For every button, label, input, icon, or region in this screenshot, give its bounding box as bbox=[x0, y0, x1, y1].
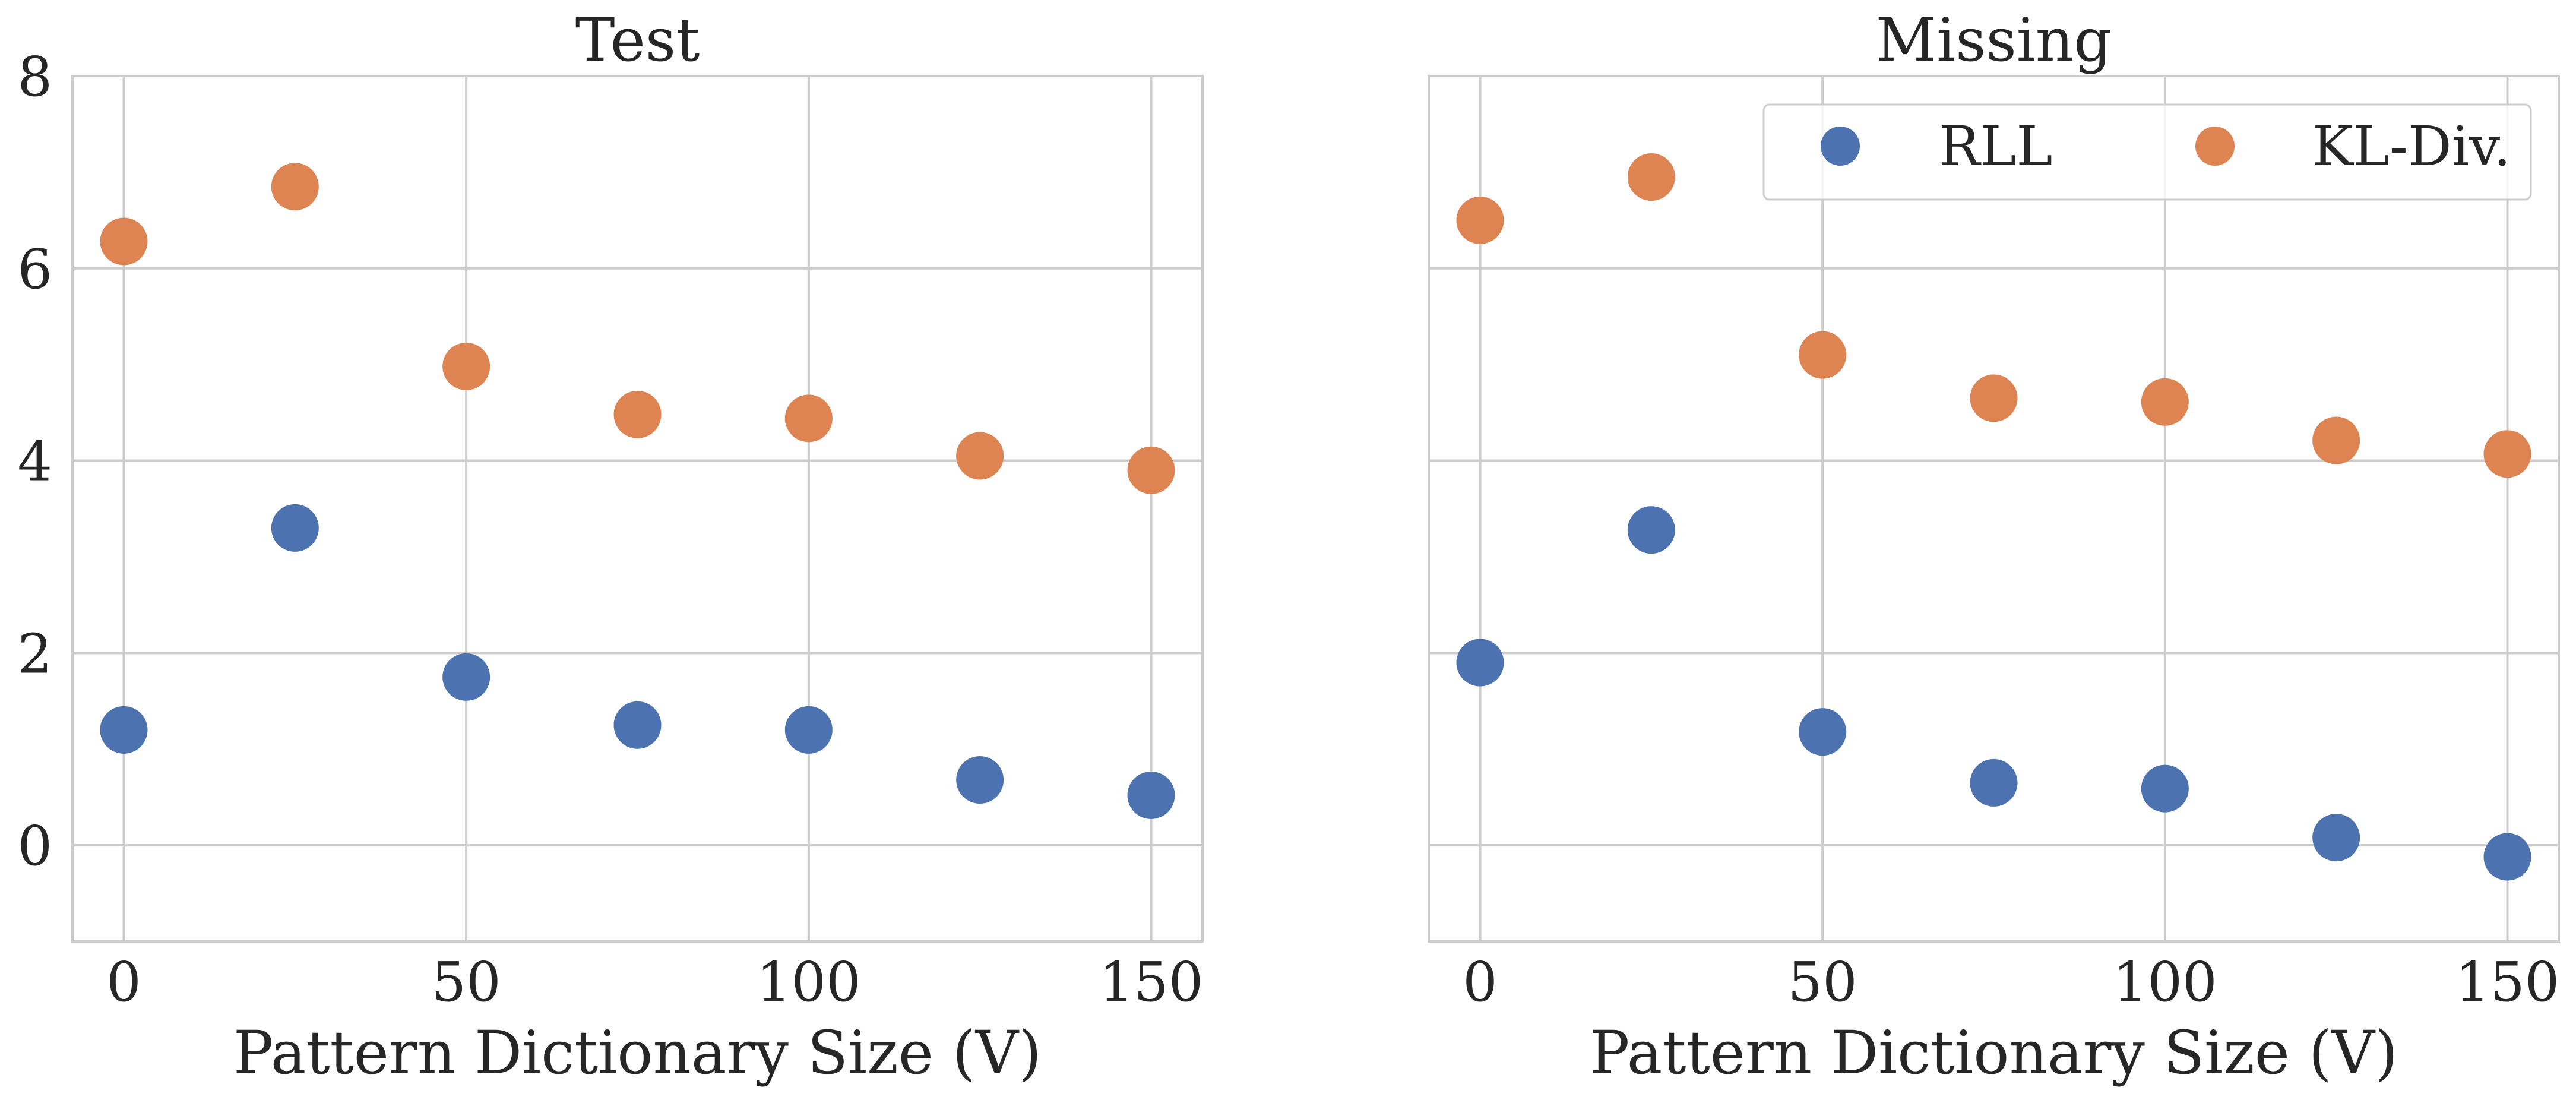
data-points bbox=[100, 163, 1175, 819]
point-kl-div-50 bbox=[1799, 331, 1847, 379]
x-tick-label: 50 bbox=[432, 950, 501, 1014]
x-tick-label: 0 bbox=[1463, 950, 1498, 1014]
data-points bbox=[1456, 153, 2531, 881]
x-axis-label: Pattern Dictionary Size (V) bbox=[1590, 1018, 2398, 1088]
point-rll-50 bbox=[1799, 708, 1847, 756]
point-kl-div-125 bbox=[2312, 416, 2360, 464]
point-rll-0 bbox=[1456, 639, 1504, 687]
point-kl-div-0 bbox=[1456, 196, 1504, 244]
x-tick-label: 0 bbox=[106, 950, 141, 1014]
point-rll-0 bbox=[100, 706, 148, 754]
point-rll-25 bbox=[271, 504, 319, 552]
point-kl-div-25 bbox=[271, 163, 319, 211]
point-kl-div-50 bbox=[442, 342, 490, 390]
point-rll-75 bbox=[1970, 758, 2018, 807]
point-kl-div-25 bbox=[1627, 153, 1675, 201]
x-tick-label: 100 bbox=[2113, 950, 2217, 1014]
legend-marker-rll bbox=[1821, 127, 1860, 166]
y-tick-label: 2 bbox=[17, 622, 52, 685]
y-tick-label: 6 bbox=[17, 238, 52, 301]
point-kl-div-125 bbox=[956, 432, 1004, 480]
point-kl-div-100 bbox=[784, 394, 833, 443]
legend: RLL KL-Div. bbox=[1762, 103, 2532, 201]
legend-marker-kl-div bbox=[2195, 127, 2235, 166]
x-tick-labels: 0 50 100 150 bbox=[106, 950, 1203, 1014]
x-tick-label: 100 bbox=[757, 950, 861, 1014]
axes-frame bbox=[71, 75, 1204, 943]
y-tick-label: 0 bbox=[17, 814, 52, 878]
point-rll-100 bbox=[784, 706, 833, 754]
x-tick-labels: 0 50 100 150 bbox=[1463, 950, 2559, 1014]
legend-box bbox=[1762, 103, 2532, 201]
subplot-title: Test bbox=[575, 5, 700, 75]
x-tick-label: 150 bbox=[2455, 950, 2560, 1014]
x-tick-label: 50 bbox=[1788, 950, 1857, 1014]
y-tick-labels: 0 2 4 6 8 bbox=[17, 45, 52, 878]
point-kl-div-150 bbox=[2483, 430, 2531, 478]
point-kl-div-150 bbox=[1127, 446, 1175, 494]
point-rll-150 bbox=[2483, 833, 2531, 881]
y-tick-label: 4 bbox=[17, 430, 52, 494]
y-tick-label: 8 bbox=[17, 45, 52, 109]
point-rll-150 bbox=[1127, 771, 1175, 819]
point-kl-div-100 bbox=[2141, 378, 2189, 426]
point-kl-div-75 bbox=[613, 390, 662, 438]
subplot-test: 0 50 100 150 0 2 4 6 8 Test Pattern Dictionary … bbox=[17, 5, 1204, 1088]
subplot-missing: 0 50 100 150 Missing Pattern Dictionary Siz… bbox=[1428, 5, 2560, 1088]
point-kl-div-0 bbox=[100, 217, 148, 266]
point-rll-125 bbox=[2312, 814, 2360, 862]
legend-label-rll: RLL bbox=[1939, 115, 2052, 178]
x-tick-label: 150 bbox=[1099, 950, 1204, 1014]
axes-frame bbox=[1428, 75, 2560, 943]
point-rll-125 bbox=[956, 756, 1004, 804]
point-rll-25 bbox=[1627, 506, 1675, 554]
point-rll-100 bbox=[2141, 764, 2189, 813]
legend-label-kl-div: KL-Div. bbox=[2312, 115, 2511, 178]
subplot-title: Missing bbox=[1876, 5, 2112, 75]
point-rll-50 bbox=[442, 653, 490, 701]
point-rll-75 bbox=[613, 701, 662, 749]
x-axis-label: Pattern Dictionary Size (V) bbox=[233, 1018, 1042, 1088]
point-kl-div-75 bbox=[1970, 374, 2018, 422]
